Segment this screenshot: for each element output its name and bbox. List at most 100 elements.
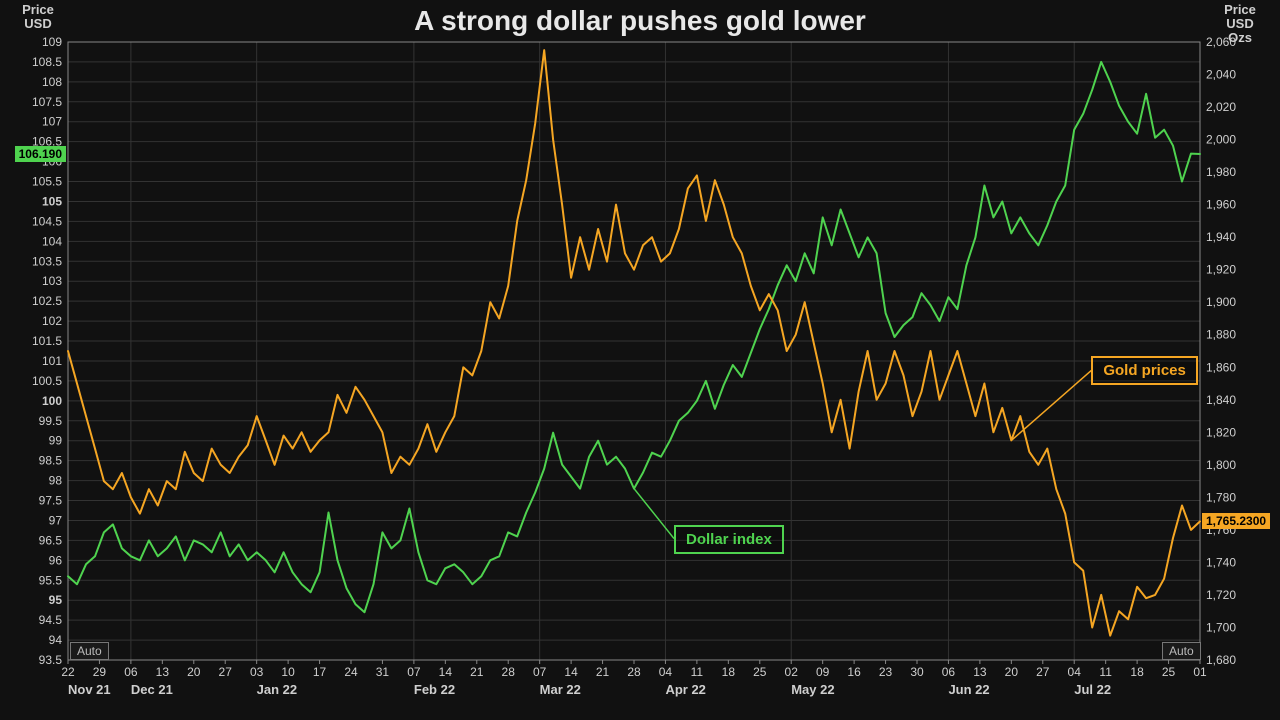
svg-text:102: 102 xyxy=(42,314,62,328)
svg-text:Mar 22: Mar 22 xyxy=(540,682,581,697)
svg-text:04: 04 xyxy=(1068,665,1082,679)
svg-text:104: 104 xyxy=(42,234,62,248)
svg-text:14: 14 xyxy=(564,665,578,679)
svg-text:May 22: May 22 xyxy=(791,682,834,697)
svg-text:100: 100 xyxy=(42,394,62,408)
svg-text:Jul 22: Jul 22 xyxy=(1074,682,1111,697)
svg-text:11: 11 xyxy=(691,665,704,679)
svg-text:07: 07 xyxy=(533,665,547,679)
svg-text:13: 13 xyxy=(973,665,987,679)
svg-text:16: 16 xyxy=(847,665,861,679)
svg-text:1,960: 1,960 xyxy=(1206,198,1236,212)
svg-text:107.5: 107.5 xyxy=(32,95,62,109)
svg-text:1,700: 1,700 xyxy=(1206,620,1236,634)
svg-text:06: 06 xyxy=(124,665,138,679)
svg-text:1,820: 1,820 xyxy=(1206,425,1236,439)
svg-text:1,880: 1,880 xyxy=(1206,328,1236,342)
auto-scale-left-button[interactable]: Auto xyxy=(70,642,109,660)
svg-text:1,740: 1,740 xyxy=(1206,555,1236,569)
svg-text:31: 31 xyxy=(376,665,390,679)
svg-text:23: 23 xyxy=(879,665,893,679)
svg-text:Apr 22: Apr 22 xyxy=(665,682,705,697)
svg-text:09: 09 xyxy=(816,665,830,679)
svg-text:105.5: 105.5 xyxy=(32,175,62,189)
svg-text:2,040: 2,040 xyxy=(1206,68,1236,82)
svg-text:07: 07 xyxy=(407,665,421,679)
svg-text:14: 14 xyxy=(439,665,453,679)
svg-text:107: 107 xyxy=(42,115,62,129)
svg-text:1,680: 1,680 xyxy=(1206,653,1236,667)
financial-chart: 93.59494.59595.59696.59797.59898.59999.5… xyxy=(0,0,1280,720)
svg-text:Nov 21: Nov 21 xyxy=(68,682,111,697)
svg-text:Jan 22: Jan 22 xyxy=(257,682,297,697)
svg-text:20: 20 xyxy=(187,665,201,679)
svg-text:24: 24 xyxy=(344,665,358,679)
svg-text:102.5: 102.5 xyxy=(32,294,62,308)
auto-scale-right-button[interactable]: Auto xyxy=(1162,642,1201,660)
svg-text:101: 101 xyxy=(42,354,62,368)
svg-text:03: 03 xyxy=(250,665,264,679)
svg-text:104.5: 104.5 xyxy=(32,214,62,228)
svg-text:1,940: 1,940 xyxy=(1206,230,1236,244)
svg-text:1,860: 1,860 xyxy=(1206,360,1236,374)
svg-text:103.5: 103.5 xyxy=(32,254,62,268)
svg-text:Dec 21: Dec 21 xyxy=(131,682,173,697)
svg-text:2,000: 2,000 xyxy=(1206,133,1236,147)
svg-text:108.5: 108.5 xyxy=(32,55,62,69)
svg-text:96: 96 xyxy=(49,553,63,567)
svg-text:28: 28 xyxy=(502,665,516,679)
svg-text:105: 105 xyxy=(42,194,62,208)
svg-text:Jun 22: Jun 22 xyxy=(948,682,989,697)
svg-text:103: 103 xyxy=(42,274,62,288)
svg-text:97.5: 97.5 xyxy=(39,494,63,508)
svg-text:13: 13 xyxy=(156,665,170,679)
svg-text:Feb 22: Feb 22 xyxy=(414,682,455,697)
svg-text:95: 95 xyxy=(49,593,63,607)
svg-text:96.5: 96.5 xyxy=(39,533,63,547)
svg-text:18: 18 xyxy=(722,665,736,679)
svg-text:01: 01 xyxy=(1193,665,1207,679)
svg-text:20: 20 xyxy=(1005,665,1019,679)
svg-text:97: 97 xyxy=(49,513,63,527)
svg-text:25: 25 xyxy=(1162,665,1176,679)
left-axis-current-badge: 106.190 xyxy=(15,146,66,162)
svg-text:1,980: 1,980 xyxy=(1206,165,1236,179)
svg-text:1,720: 1,720 xyxy=(1206,588,1236,602)
svg-text:100.5: 100.5 xyxy=(32,374,62,388)
svg-text:Ozs: Ozs xyxy=(1228,30,1252,45)
svg-text:18: 18 xyxy=(1130,665,1144,679)
svg-text:108: 108 xyxy=(42,75,62,89)
callout-dollar-index: Dollar index xyxy=(674,525,784,554)
svg-text:99: 99 xyxy=(49,434,63,448)
svg-text:25: 25 xyxy=(753,665,767,679)
svg-text:1,840: 1,840 xyxy=(1206,393,1236,407)
svg-text:USD: USD xyxy=(24,16,51,31)
svg-text:02: 02 xyxy=(785,665,799,679)
svg-text:21: 21 xyxy=(596,665,610,679)
svg-text:27: 27 xyxy=(1036,665,1050,679)
svg-text:2,020: 2,020 xyxy=(1206,100,1236,114)
callout-gold-prices: Gold prices xyxy=(1091,356,1198,385)
right-axis-current-badge: 1,765.2300 xyxy=(1202,513,1270,529)
svg-text:04: 04 xyxy=(659,665,673,679)
svg-text:99.5: 99.5 xyxy=(39,414,63,428)
svg-text:95.5: 95.5 xyxy=(39,573,63,587)
svg-text:USD: USD xyxy=(1226,16,1253,31)
svg-text:1,900: 1,900 xyxy=(1206,295,1236,309)
svg-text:17: 17 xyxy=(313,665,327,679)
svg-text:1,920: 1,920 xyxy=(1206,263,1236,277)
svg-text:Price: Price xyxy=(1224,2,1256,17)
svg-text:101.5: 101.5 xyxy=(32,334,62,348)
svg-text:94.5: 94.5 xyxy=(39,613,63,627)
svg-text:28: 28 xyxy=(627,665,641,679)
svg-text:10: 10 xyxy=(281,665,295,679)
svg-text:22: 22 xyxy=(61,665,75,679)
svg-text:109: 109 xyxy=(42,35,62,49)
svg-text:Price: Price xyxy=(22,2,54,17)
svg-text:1,800: 1,800 xyxy=(1206,458,1236,472)
svg-text:06: 06 xyxy=(942,665,956,679)
svg-text:98.5: 98.5 xyxy=(39,454,63,468)
svg-text:1,780: 1,780 xyxy=(1206,490,1236,504)
svg-text:29: 29 xyxy=(93,665,107,679)
svg-text:98: 98 xyxy=(49,474,63,488)
